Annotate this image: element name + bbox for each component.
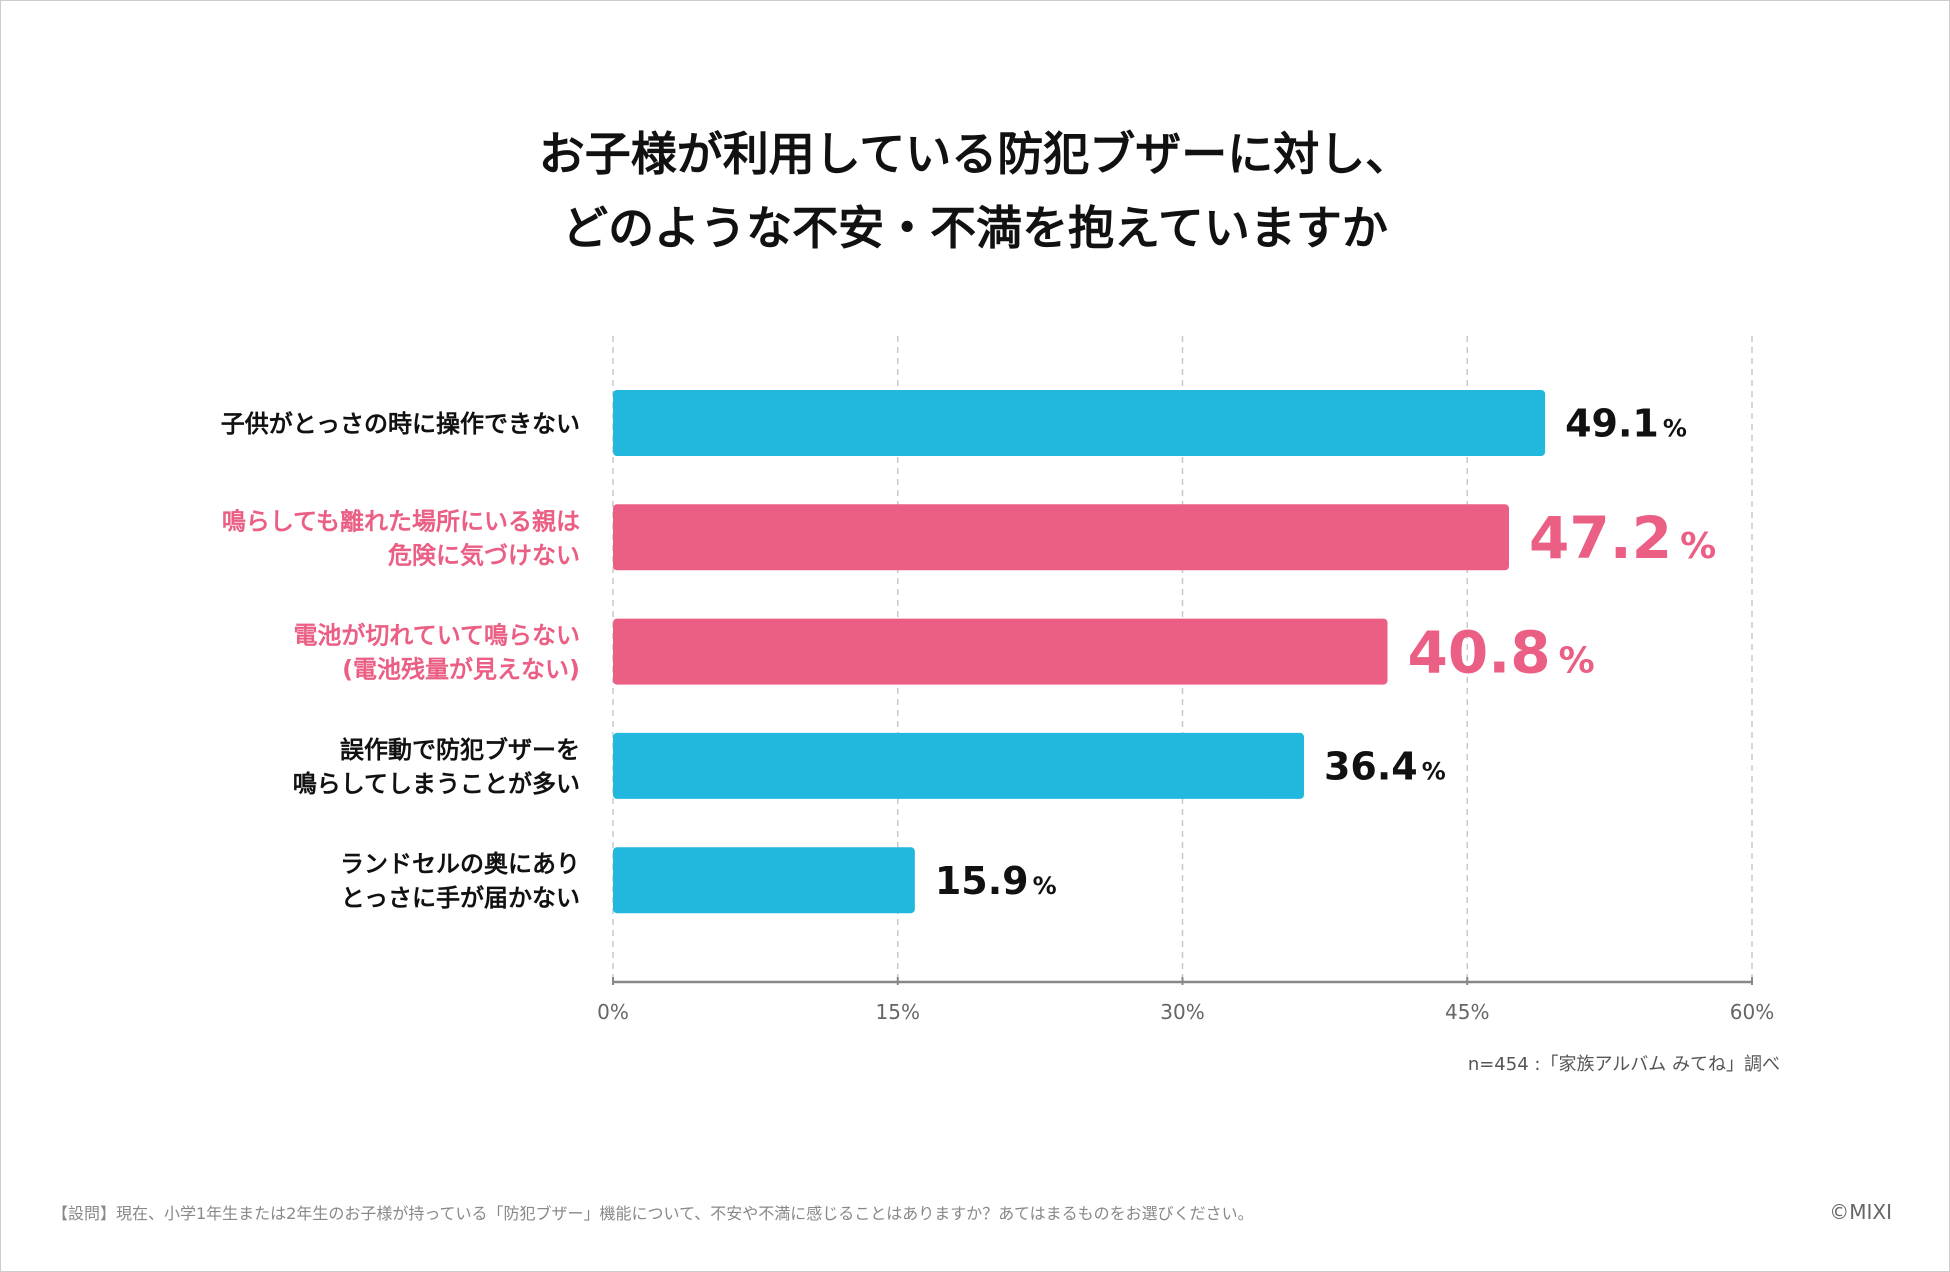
category-label: 鳴らしても離れた場所にいる親は (222, 507, 580, 535)
value-label: 36.4% (1324, 745, 1446, 789)
copyright: ©MIXI (1829, 1200, 1892, 1224)
category-label: 誤作動で防犯ブザーを (340, 736, 580, 764)
x-tick-label: 0% (597, 1000, 629, 1024)
bar (613, 732, 1304, 799)
x-tick-label: 15% (876, 1000, 920, 1024)
x-tick-label: 30% (1160, 1000, 1204, 1024)
category-label: 子供がとっさの時に操作できない (221, 410, 580, 438)
category-label: 危険に気づけない (388, 541, 580, 569)
value-label: 15.9% (935, 859, 1057, 903)
category-label: 電池が切れていて鳴らない (293, 622, 580, 650)
category-label: (電池残量が見えない) (342, 656, 580, 684)
x-tick-label: 60% (1730, 1000, 1774, 1024)
bar (613, 618, 1388, 685)
bar (613, 504, 1510, 571)
x-tick-label: 45% (1445, 1000, 1489, 1024)
bar (613, 390, 1546, 456)
value-label: 49.1% (1565, 402, 1687, 446)
value-label: 40.8% (1408, 618, 1595, 686)
bar (613, 847, 915, 914)
footnote: 【設問】現在、小学1年生または2年生のお子様が持っている「防犯ブザー」機能につい… (52, 1204, 1254, 1223)
category-label: ランドセルの奥にあり (340, 850, 580, 878)
category-label: とっさに手が届かない (341, 884, 580, 912)
category-label: 鳴らしてしまうことが多い (293, 770, 580, 798)
value-label: 47.2% (1529, 504, 1716, 572)
source-note: n=454 :「家族アルバム みてね」調べ (1467, 1054, 1780, 1075)
chart-title-line-2: どのような不安・不満を抱えていますか (562, 201, 1388, 255)
chart-title-line-1: お子様が利用している防犯ブザーに対し、 (538, 127, 1412, 181)
